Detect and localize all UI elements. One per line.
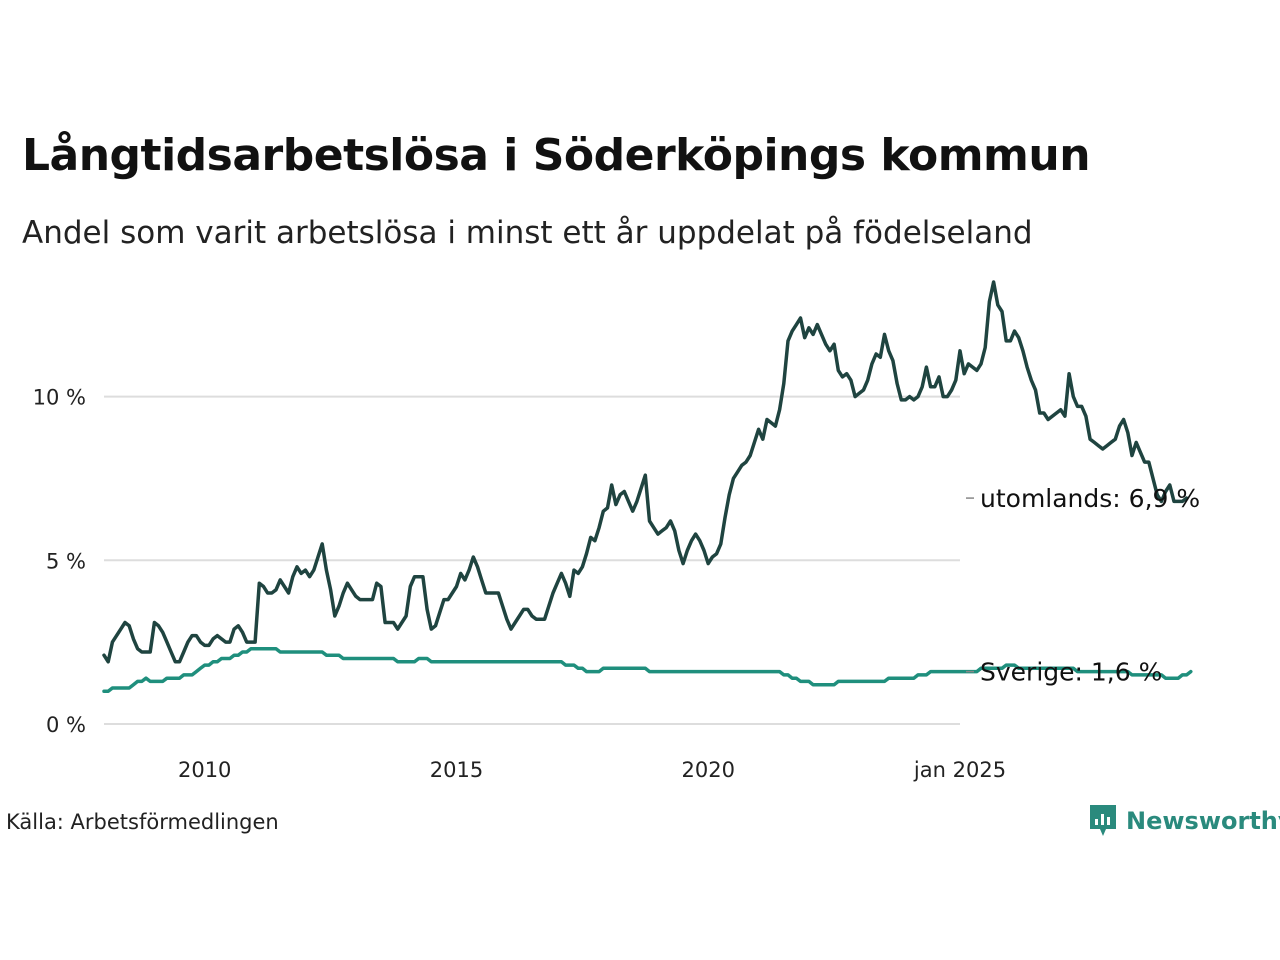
x-tick-label: 2015	[430, 758, 483, 782]
source-note: Källa: Arbetsförmedlingen	[6, 810, 279, 834]
chart-subtitle: Andel som varit arbetslösa i minst ett å…	[22, 215, 1033, 251]
series-line-utomlands	[102, 280, 1189, 664]
y-tick-label: 5 %	[46, 549, 86, 573]
x-tick-label: jan 2025	[913, 758, 1006, 782]
series-line-sverige	[102, 646, 1193, 694]
series-end-label: utomlands: 6,9 %	[980, 484, 1200, 513]
x-tick-label: 2010	[178, 758, 231, 782]
series-end-label: Sverige: 1,6 %	[980, 658, 1162, 687]
chart-title: Långtidsarbetslösa i Söderköpings kommun	[22, 130, 1091, 181]
brand-logo: Newsworthy	[1088, 803, 1280, 839]
newsworthy-icon	[1090, 805, 1116, 836]
y-tick-label: 10 %	[33, 386, 86, 410]
x-tick-label: 2020	[682, 758, 735, 782]
brand-name: Newsworthy	[1126, 807, 1280, 835]
y-tick-label: 0 %	[46, 713, 86, 737]
